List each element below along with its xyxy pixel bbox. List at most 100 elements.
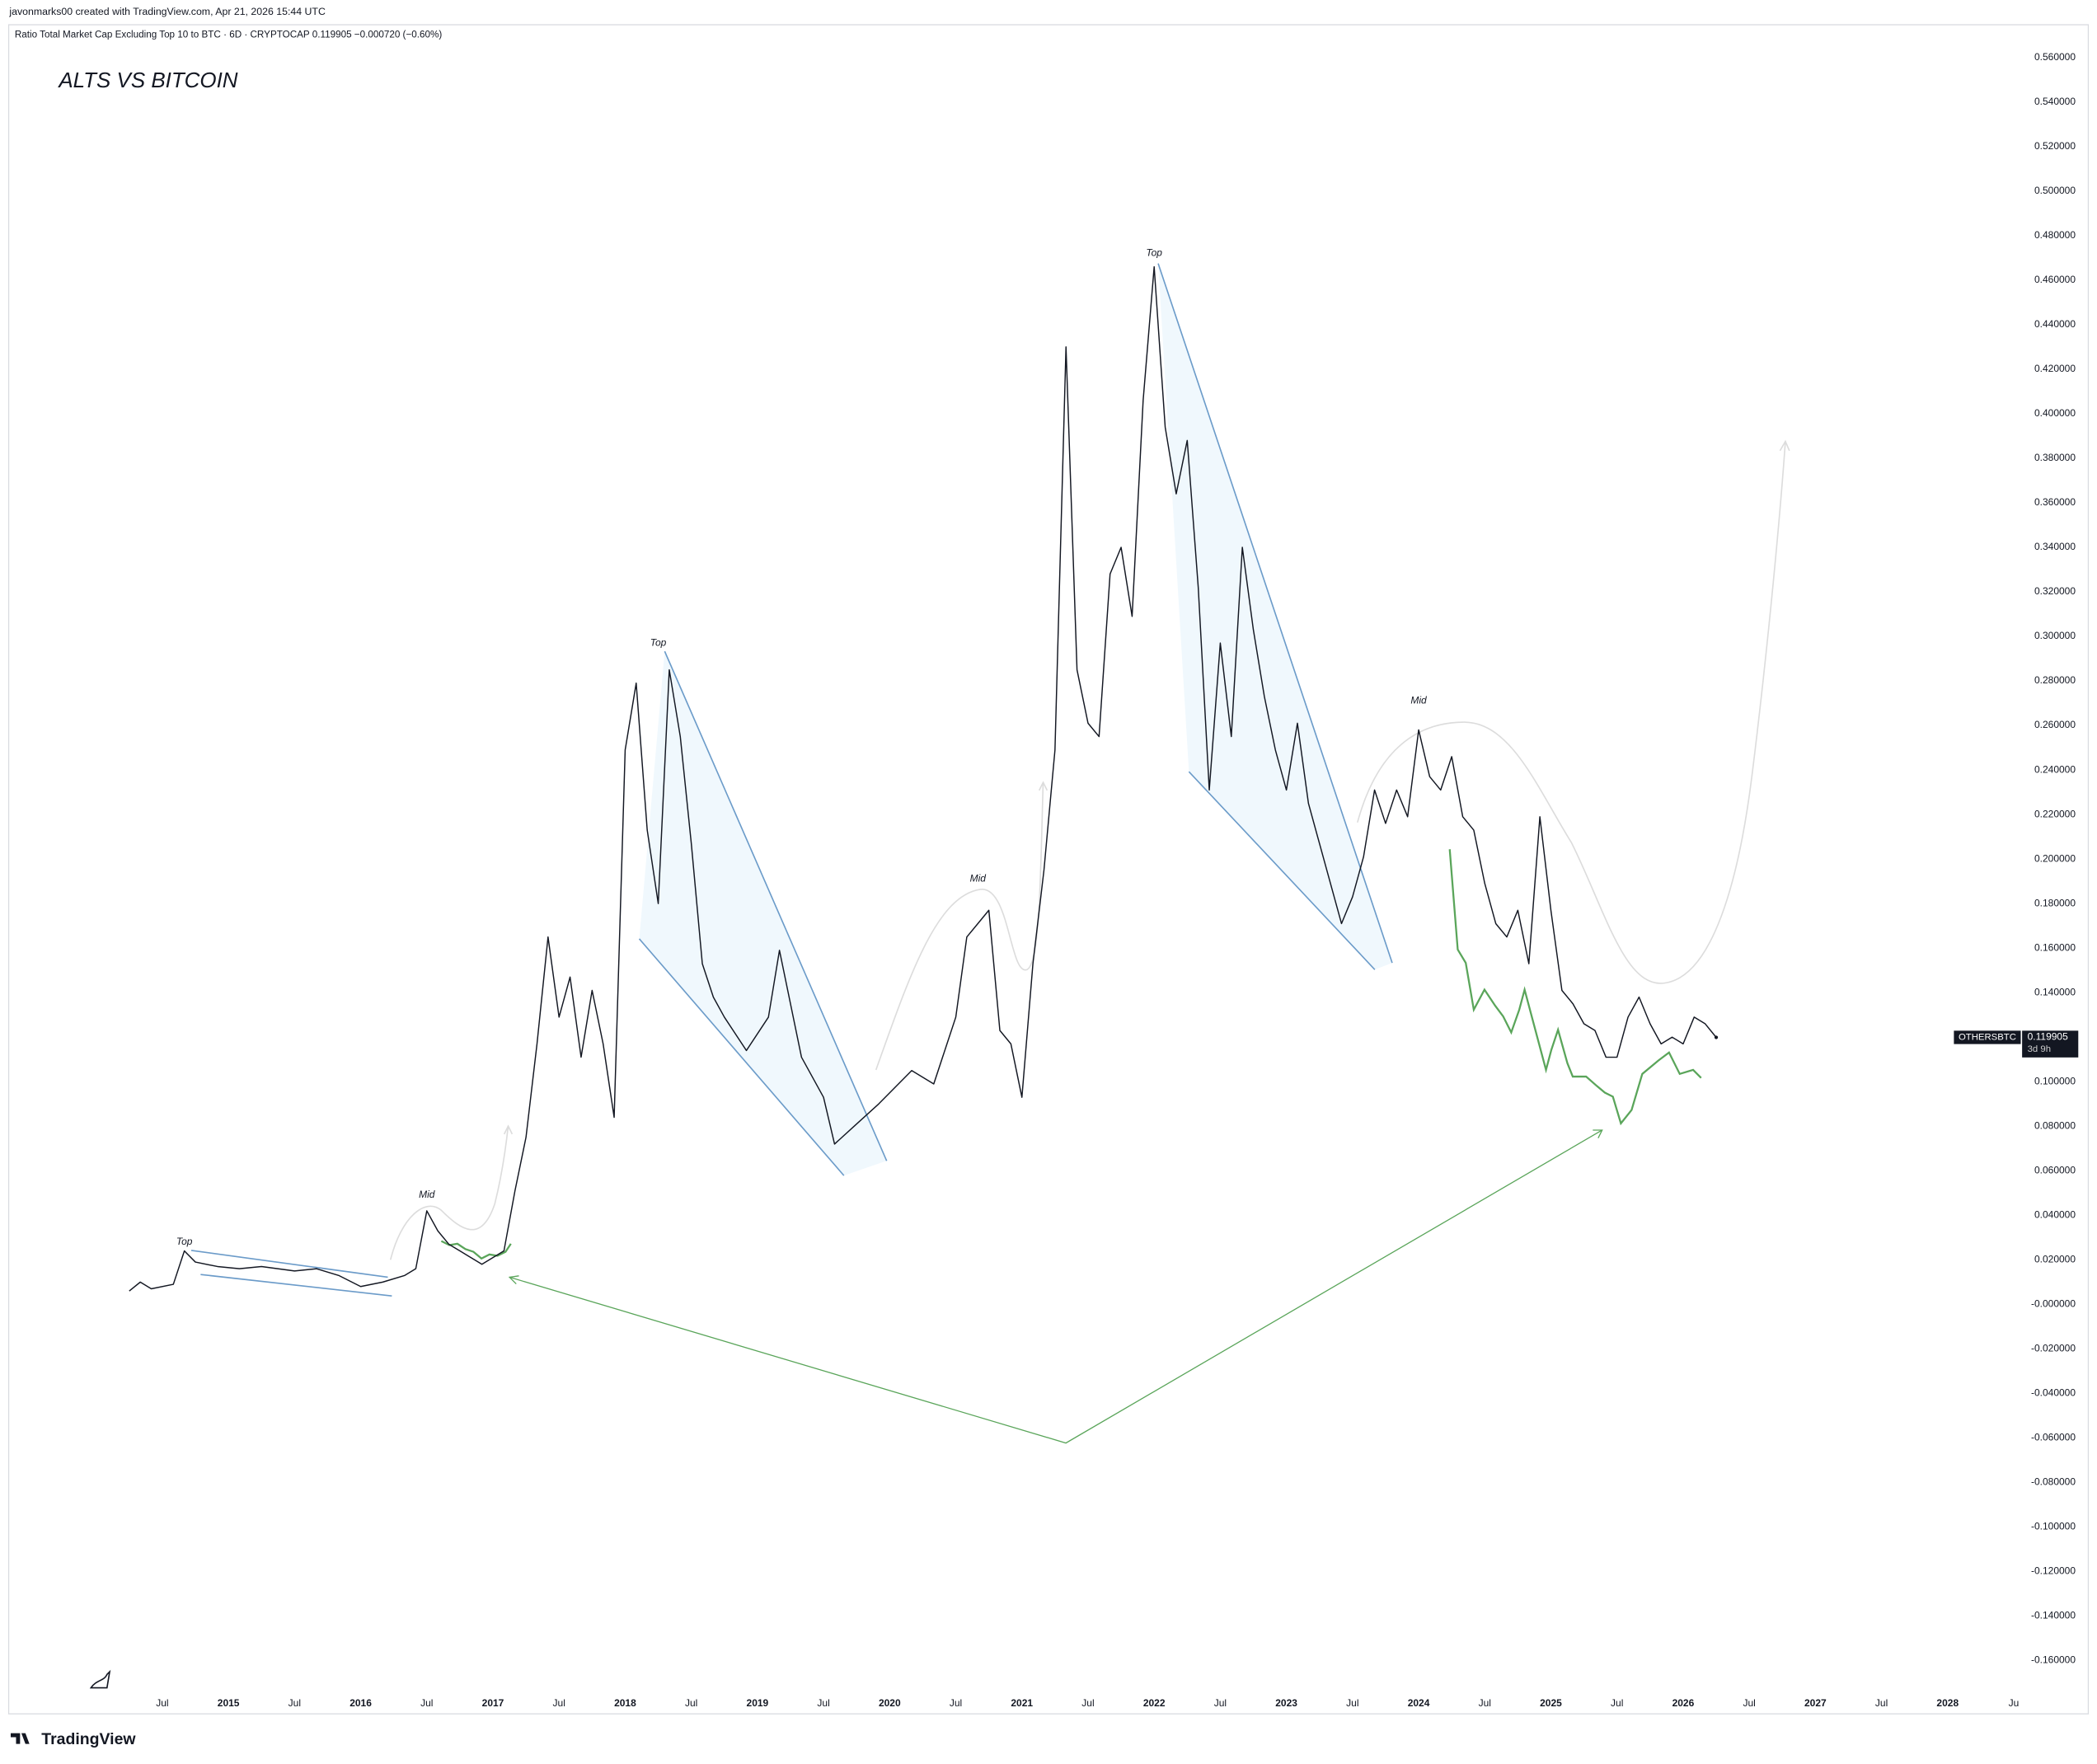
brand-logo bbox=[10, 1733, 30, 1744]
projection bbox=[440, 1240, 512, 1260]
y-tick-label: 0.220000 bbox=[2034, 808, 2076, 819]
sketch bbox=[389, 1126, 509, 1260]
y-tick-label: 0.180000 bbox=[2034, 897, 2076, 908]
x-tick-label: 2026 bbox=[1672, 1697, 1695, 1709]
y-tick-label: 0.100000 bbox=[2034, 1075, 2076, 1086]
trend-lines bbox=[190, 263, 1393, 1297]
x-tick-label: 2028 bbox=[1936, 1697, 1959, 1709]
sketch bbox=[875, 782, 1044, 1071]
header: javonmarks00 created with TradingView.co… bbox=[8, 6, 326, 17]
arrow-head bbox=[1593, 1129, 1603, 1138]
trend-line bbox=[190, 1250, 388, 1278]
y-tick-label: 0.140000 bbox=[2034, 986, 2076, 997]
plot: -0.160000 -0.140000 -0.120000 -0.100000 -0.0… bbox=[129, 51, 2079, 1709]
annotation: Top bbox=[1146, 247, 1162, 259]
x-tick-label: 2024 bbox=[1408, 1697, 1430, 1709]
y-tick-label: 0.200000 bbox=[2034, 852, 2076, 864]
y-tick-label: -0.000000 bbox=[2031, 1298, 2076, 1310]
x-tick-label: Jul bbox=[817, 1697, 829, 1709]
symbol-label: OTHERSBTC bbox=[1959, 1032, 2016, 1042]
last-point bbox=[1714, 1035, 1719, 1039]
y-tick-label: -0.060000 bbox=[2031, 1432, 2076, 1443]
y-tick-label: 0.320000 bbox=[2034, 585, 2076, 597]
y-tick-label: 0.460000 bbox=[2034, 274, 2076, 285]
y-tick-label: -0.020000 bbox=[2031, 1343, 2076, 1354]
annotation: Mid bbox=[1410, 695, 1427, 706]
subtitle: Ratio Total Market Cap Excluding Top 10 … bbox=[15, 29, 443, 40]
price-line bbox=[129, 265, 1717, 1292]
y-tick-label: 0.540000 bbox=[2034, 96, 2076, 107]
y-tick-label: 0.520000 bbox=[2034, 140, 2076, 152]
arrow-head bbox=[503, 1124, 514, 1135]
green-drawings bbox=[440, 849, 1702, 1444]
x-tick-label: Jul bbox=[1081, 1697, 1094, 1709]
y-tick-label: 0.020000 bbox=[2034, 1254, 2076, 1265]
sketch bbox=[1357, 441, 1786, 984]
y-tick-label: 0.420000 bbox=[2034, 363, 2076, 374]
y-tick-label: -0.040000 bbox=[2031, 1387, 2076, 1399]
y-tick-label: -0.140000 bbox=[2031, 1610, 2076, 1621]
y-tick-label: 0.160000 bbox=[2034, 941, 2076, 953]
y-tick-label: -0.080000 bbox=[2031, 1476, 2076, 1488]
y-tick-label: 0.360000 bbox=[2034, 496, 2076, 508]
y-tick-label: 0.560000 bbox=[2034, 51, 2076, 63]
x-tick-label: 2019 bbox=[747, 1697, 769, 1709]
brand-name: TradingView bbox=[41, 1730, 136, 1748]
y-tick-label: -0.120000 bbox=[2031, 1565, 2076, 1577]
x-tick-label: Jul bbox=[156, 1697, 168, 1709]
path-sketches bbox=[389, 439, 1790, 1260]
annotation: Top bbox=[176, 1236, 193, 1247]
trend-line bbox=[1157, 263, 1393, 964]
arrow-head bbox=[1038, 781, 1048, 791]
trend-line bbox=[1188, 771, 1376, 970]
x-tick-label: 2018 bbox=[614, 1697, 636, 1709]
arrow-head bbox=[508, 1275, 519, 1285]
annotation: Mid bbox=[419, 1189, 435, 1200]
x-tick-label: Jul bbox=[553, 1697, 565, 1709]
x-tick-label: 2022 bbox=[1143, 1697, 1166, 1709]
x-tick-label: 2016 bbox=[350, 1697, 372, 1709]
y-tick-label: 0.480000 bbox=[2034, 229, 2076, 241]
annotation: Mid bbox=[970, 873, 987, 884]
brand: TradingView bbox=[10, 1730, 136, 1748]
y-tick-label: 0.040000 bbox=[2034, 1209, 2076, 1221]
x-tick-label: Jul bbox=[950, 1697, 962, 1709]
y-tick-label: 0.380000 bbox=[2034, 452, 2076, 463]
x-tick-label: 2021 bbox=[1011, 1697, 1033, 1709]
x-tick-label: Jul bbox=[289, 1697, 301, 1709]
y-tick-label: -0.160000 bbox=[2031, 1654, 2076, 1666]
countdown: 3d 9h bbox=[2028, 1044, 2051, 1054]
trend-line bbox=[200, 1274, 392, 1297]
channel-fill bbox=[639, 651, 887, 1176]
y-tick-label: 0.260000 bbox=[2034, 719, 2076, 730]
symbol-label-bg bbox=[1954, 1030, 2021, 1044]
annotation: Top bbox=[650, 636, 667, 648]
trend-line bbox=[638, 938, 845, 1176]
x-tick-label: Ju bbox=[2009, 1697, 2020, 1709]
arrow bbox=[509, 1129, 1603, 1444]
y-tick-label: -0.100000 bbox=[2031, 1521, 2076, 1532]
x-tick-label: 2027 bbox=[1804, 1697, 1827, 1709]
y-tick-label: 0.400000 bbox=[2034, 407, 2076, 419]
x-tick-label: Jul bbox=[1214, 1697, 1227, 1709]
y-tick-label: 0.340000 bbox=[2034, 541, 2076, 552]
trend-line bbox=[664, 650, 888, 1161]
x-tick-label: Jul bbox=[1479, 1697, 1491, 1709]
drawings bbox=[190, 263, 1790, 1444]
y-tick-label: 0.300000 bbox=[2034, 630, 2076, 641]
x-tick-label: Jul bbox=[420, 1697, 433, 1709]
y-tick-label: 0.500000 bbox=[2034, 185, 2076, 196]
y-tick-label: 0.280000 bbox=[2034, 674, 2076, 686]
x-tick-label: 2017 bbox=[482, 1697, 504, 1709]
x-tick-label: Jul bbox=[1346, 1697, 1358, 1709]
dino-icon bbox=[89, 1669, 111, 1689]
x-tick-label: 2020 bbox=[879, 1697, 901, 1709]
y-tick-label: 0.060000 bbox=[2034, 1164, 2076, 1175]
price-label-bg bbox=[2022, 1030, 2079, 1058]
projection bbox=[1448, 849, 1702, 1126]
x-tick-label: 2015 bbox=[218, 1697, 240, 1709]
x-tick-label: 2023 bbox=[1275, 1697, 1297, 1709]
x-tick-label: Jul bbox=[1875, 1697, 1888, 1709]
